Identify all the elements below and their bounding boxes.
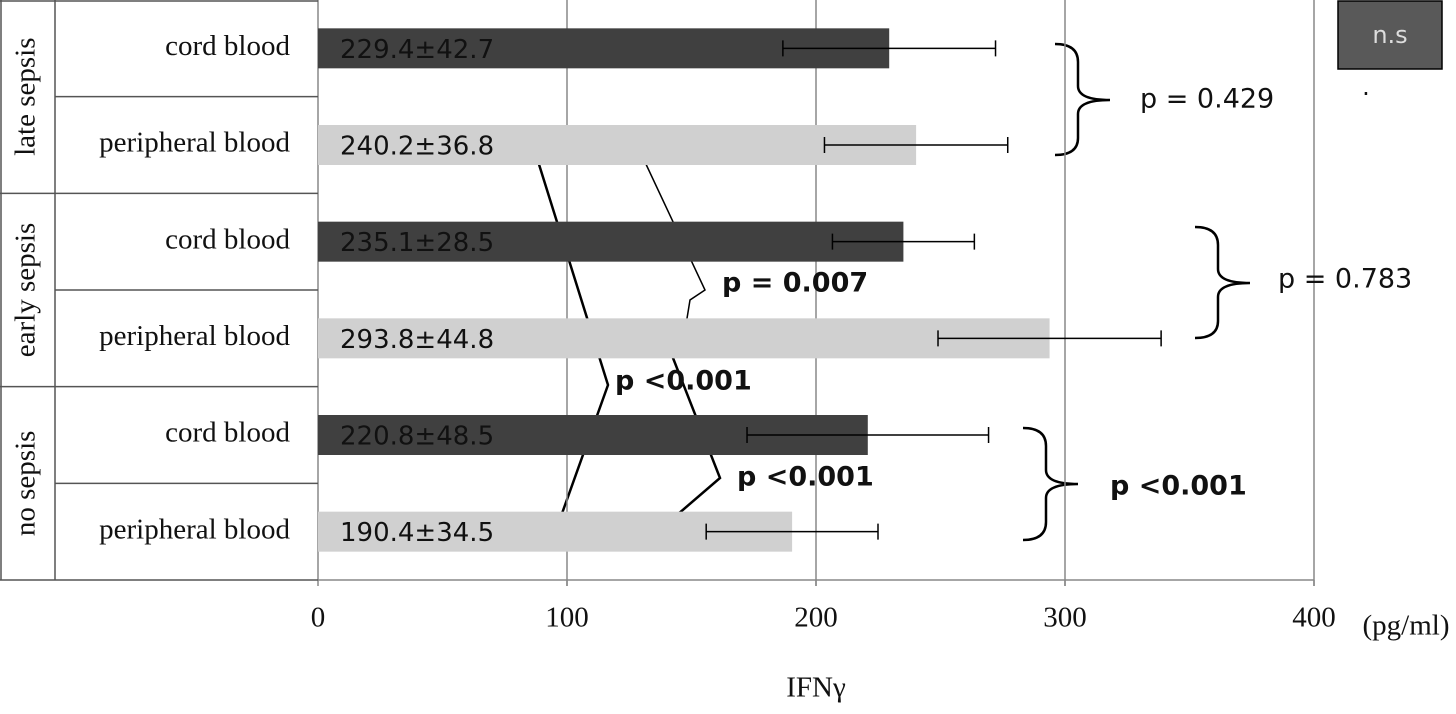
bar <box>318 125 917 165</box>
annotation: p <0.001 <box>737 462 874 493</box>
annotation: p <0.001 <box>1110 471 1247 502</box>
x-tick-label: 0 <box>311 602 326 634</box>
annotation: p <0.001 <box>615 366 752 397</box>
legend-label: n.s <box>1372 21 1407 49</box>
y-tick-label: cord blood <box>165 30 290 62</box>
error-bar <box>831 233 976 250</box>
value-label: 190.4±34.5 <box>340 518 494 548</box>
annotation: p = 0.007 <box>722 268 868 299</box>
x-tick-label: 300 <box>1043 602 1087 634</box>
brace <box>1022 426 1079 542</box>
annotation: p = 0.783 <box>1278 264 1412 295</box>
value-label: 229.4±42.7 <box>340 35 494 65</box>
group-label: early sepsis <box>10 223 42 358</box>
plot: 0 100 200 300 400 late sepsis early sepsis no s… <box>0 0 1412 634</box>
group-label: no sepsis <box>10 431 42 537</box>
legend-swatch <box>1337 0 1443 70</box>
error-bar <box>705 523 879 540</box>
value-label: 293.8±44.8 <box>340 325 494 355</box>
value-label: 240.2±36.8 <box>340 132 494 162</box>
error-bar <box>746 427 990 443</box>
error-bar <box>782 40 997 57</box>
group-label: late sepsis <box>10 37 42 155</box>
x-unit: (pg/ml) <box>1363 610 1450 642</box>
x-tick-label: 100 <box>545 602 589 634</box>
error-bar <box>937 330 1162 347</box>
error-bar <box>823 137 1009 153</box>
bar <box>318 221 904 262</box>
x-tick-label: 400 <box>1292 602 1336 634</box>
legend-note: . <box>1362 73 1370 101</box>
y-tick-label: cord blood <box>165 417 290 449</box>
brace <box>1054 42 1111 157</box>
y-tick-label: peripheral blood <box>99 320 290 352</box>
y-tick-label: peripheral blood <box>99 513 290 545</box>
x-tick-label: 200 <box>794 602 838 634</box>
connectors <box>530 42 1251 542</box>
y-tick-label: peripheral blood <box>99 127 290 159</box>
value-label: 220.8±48.5 <box>340 422 494 452</box>
brace <box>1194 225 1251 340</box>
y-tick-label: cord blood <box>165 223 290 255</box>
annotation: p = 0.429 <box>1140 84 1274 115</box>
value-label: 235.1±28.5 <box>340 228 494 258</box>
bar <box>318 318 1050 359</box>
x-axis-title: IFNγ <box>786 672 846 704</box>
